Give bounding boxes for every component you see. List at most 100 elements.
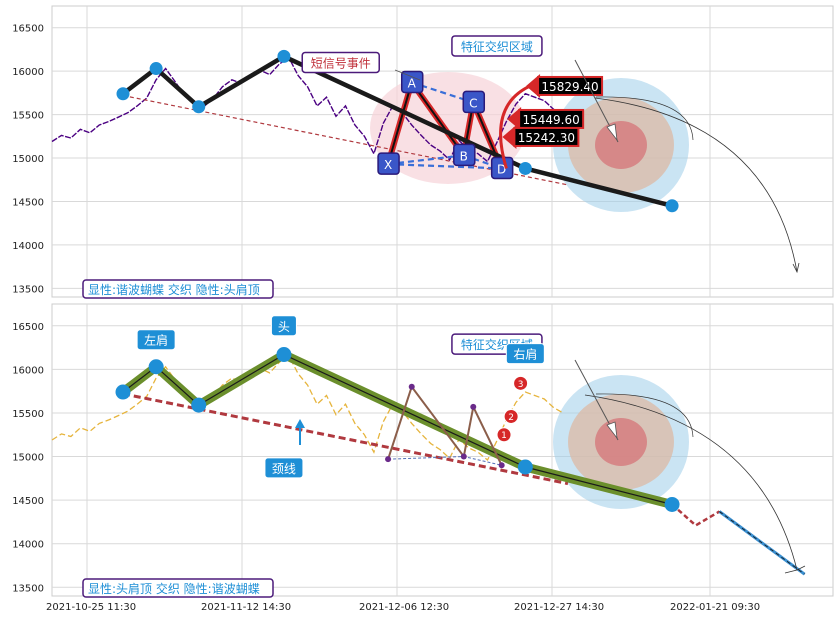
top-hs-point <box>277 49 291 63</box>
bottom-y-tick-label: 15500 <box>12 409 44 420</box>
annotation-box <box>301 51 380 74</box>
top-hs-line <box>121 54 673 208</box>
top-xabcd-label-d: D <box>490 156 514 180</box>
bottom-price-line <box>51 354 564 462</box>
top-zone-pointer-head <box>606 123 618 142</box>
top-butterfly-leg <box>410 81 465 156</box>
bottom-annotation: 左肩 <box>136 329 176 351</box>
bottom-hs-point <box>517 459 533 475</box>
numbered-marker-1: 1 <box>496 427 512 443</box>
annotation-box <box>505 343 545 365</box>
top-butterfly-connector <box>387 154 464 166</box>
top-xabcd-label-x: X <box>377 152 400 175</box>
numbered-marker-2: 2 <box>503 408 519 424</box>
numbered-marker-circle <box>513 375 529 391</box>
top-y-tick-label: 16000 <box>12 67 44 78</box>
title-box-frame <box>82 578 274 598</box>
bottom-forecast-arrow <box>584 394 798 571</box>
bottom-y-tick-label: 13500 <box>12 583 44 594</box>
xabcd-label-text: A <box>408 76 417 90</box>
target-price-box <box>513 126 580 147</box>
top-annotation: 短信号事件 <box>301 51 380 74</box>
target-flag-point <box>502 124 517 149</box>
numbered-marker-circle <box>503 408 519 424</box>
bottom-annotation: 颈线 <box>264 457 304 479</box>
top-butterfly-connector <box>388 162 502 170</box>
target-price-text: 15242.30 <box>518 131 575 145</box>
bottom-y-tick-label: 16500 <box>12 322 44 333</box>
annotation-text: 颈线 <box>272 462 296 476</box>
bottom-butterfly-point <box>408 383 415 390</box>
top-hs-point <box>149 62 163 76</box>
bottom-y-tick-label: 15000 <box>12 453 44 464</box>
bottom-zone-inner <box>595 418 647 466</box>
xabcd-label-text: B <box>460 149 468 163</box>
x-tick-label: 2021-10-25 11:30 <box>46 602 136 613</box>
bottom-annotation: 头 <box>270 315 297 337</box>
annotation-text: 特征交织区域 <box>461 39 533 54</box>
bottom-zone-pointer-head <box>606 421 618 440</box>
top-y-tick-label: 14500 <box>12 197 44 208</box>
target-price-text: 15449.60 <box>523 113 580 127</box>
annotation-box <box>270 315 297 337</box>
target-price-text: 15829.40 <box>541 80 598 94</box>
annotation-box <box>264 457 304 479</box>
numbered-marker-text: 1 <box>501 431 507 441</box>
x-tick-label: 2021-12-06 12:30 <box>359 602 449 613</box>
top-annotation: 特征交织区域 <box>451 35 543 57</box>
top-butterfly-leg <box>387 82 413 165</box>
bottom-title-box: 显性:头肩顶 交织 隐性:谐波蝴蝶 <box>82 578 274 598</box>
top-xabcd-label-b: B <box>453 143 476 167</box>
bottom-butterfly-point <box>385 456 392 463</box>
target-flag-point <box>526 73 541 98</box>
top-zone-inner <box>595 121 647 169</box>
annotation-box <box>136 329 176 351</box>
x-tick-label: 2021-12-27 14:30 <box>514 602 604 613</box>
top-zone-arc <box>595 96 694 141</box>
annotation-text: 短信号事件 <box>311 56 371 70</box>
xabcd-label-box <box>462 90 486 114</box>
target-price-label: 15449.60 <box>518 108 585 129</box>
top-y-tick-label: 15500 <box>12 111 44 122</box>
xabcd-label-text: X <box>384 158 392 172</box>
top-event-pointer <box>394 69 421 81</box>
bottom-forecast-arrowhead <box>784 565 806 574</box>
bottom-hs-point <box>148 359 164 375</box>
numbered-marker-text: 2 <box>508 413 514 423</box>
xabcd-label-box <box>400 70 424 94</box>
top-forecast-arrowhead <box>792 262 800 274</box>
numbered-marker-text: 3 <box>518 380 524 390</box>
title-box-text: 显性:头肩顶 交织 隐性:谐波蝴蝶 <box>88 581 260 596</box>
top-y-tick-label: 14000 <box>12 241 44 252</box>
top-y-tick-label: 16500 <box>12 24 44 35</box>
bottom-extension-red <box>671 503 721 527</box>
top-hs-point <box>192 100 206 114</box>
bottom-neckline-pointer-head <box>295 419 305 428</box>
xabcd-label-box <box>377 152 400 175</box>
target-price-label: 15242.30 <box>513 126 580 147</box>
annotation-text: 左肩 <box>144 333 168 348</box>
xabcd-label-text: D <box>497 162 506 176</box>
bottom-y-tick-label: 14500 <box>12 496 44 507</box>
annotation-text: 右肩 <box>513 347 537 362</box>
top-xabcd-label-a: A <box>400 70 424 94</box>
x-tick-label: 2021-11-12 14:30 <box>201 602 291 613</box>
top-xabcd-label-c: C <box>462 90 486 114</box>
top-forecast-arrow <box>594 97 798 273</box>
x-tick-label: 2022-01-21 09:30 <box>670 602 760 613</box>
top-hs-point <box>665 199 679 213</box>
title-box-text: 显性:谐波蝴蝶 交织 隐性:头肩顶 <box>88 282 260 297</box>
bottom-neckline <box>122 392 569 486</box>
bottom-annotation: 右肩 <box>505 343 545 365</box>
bottom-hs-point <box>191 397 207 413</box>
bottom-butterfly-point <box>498 462 505 469</box>
title-box-frame <box>82 279 274 299</box>
annotation-box <box>451 35 543 57</box>
top-price-line <box>51 56 564 163</box>
top-target-arrow <box>499 84 531 169</box>
bottom-hs-point <box>276 347 292 363</box>
bottom-butterfly-point <box>470 403 477 410</box>
top-y-tick-label: 15000 <box>12 154 44 165</box>
numbered-marker-3: 3 <box>513 375 529 391</box>
